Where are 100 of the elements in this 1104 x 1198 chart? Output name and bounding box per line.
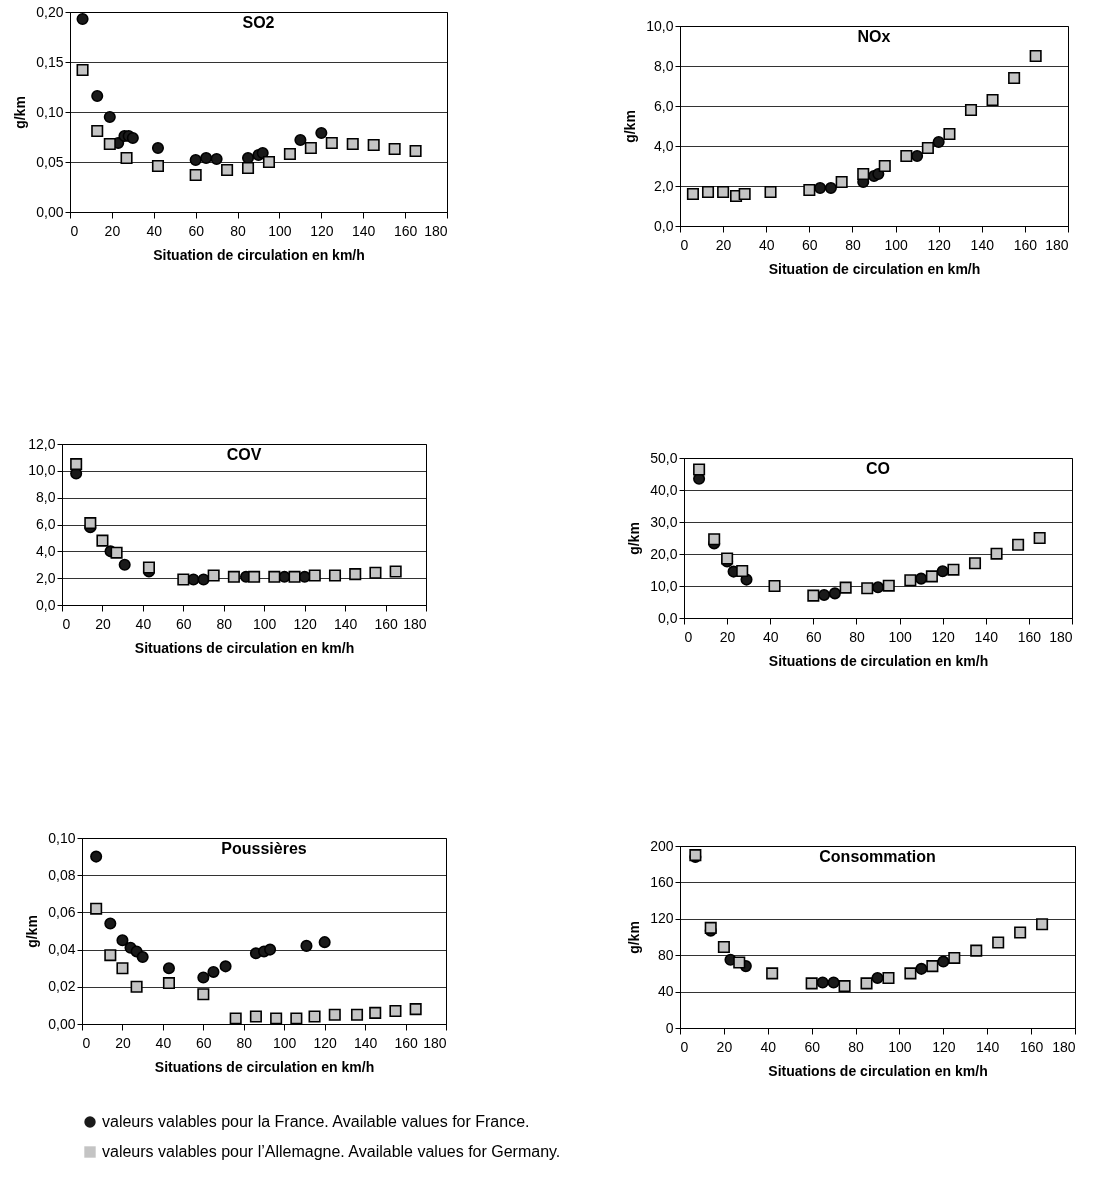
y-tick-label: 0,02 xyxy=(48,978,76,995)
y-tick-label: 0,10 xyxy=(48,829,76,846)
x-tick-label: 20 xyxy=(95,615,111,632)
x-tick-label: 40 xyxy=(758,236,775,253)
x-tick-label: 120 xyxy=(310,222,334,239)
y-tick-label: 0,0 xyxy=(658,609,678,626)
x-tick-label: 180 xyxy=(423,1034,447,1051)
x-tick-label: 180 xyxy=(1052,1038,1076,1055)
x-tick-label: 0 xyxy=(684,628,693,645)
y-tick-label: 0,06 xyxy=(48,903,76,920)
x-axis-title: Situations de circulation en km/h xyxy=(768,1062,988,1079)
x-tick-label: 160 xyxy=(394,1034,418,1051)
x-tick-label: 120 xyxy=(927,236,952,253)
y-axis-title: g/km xyxy=(622,110,639,143)
chart-title: Consommation xyxy=(819,848,936,865)
y-tick-label: 0 xyxy=(665,1019,674,1036)
y-tick-label: 2,0 xyxy=(654,177,674,194)
chart-title: Poussières xyxy=(221,840,307,857)
x-axis-title: Situations de circulation en km/h xyxy=(134,639,355,656)
x-tick-label: 20 xyxy=(715,236,732,253)
x-tick-label: 160 xyxy=(374,615,398,632)
x-tick-label: 20 xyxy=(719,628,736,645)
x-tick-label: 100 xyxy=(268,222,292,239)
x-tick-label: 180 xyxy=(1049,628,1073,645)
x-tick-label: 100 xyxy=(884,236,908,253)
x-axis-title: Situation de circulation en km/h xyxy=(768,260,981,277)
chart-title: SO2 xyxy=(242,14,275,31)
x-tick-label: 40 xyxy=(762,628,779,645)
y-tick-label: 200 xyxy=(650,837,674,854)
x-tick-label: 140 xyxy=(333,615,358,632)
y-tick-label: 8,0 xyxy=(36,489,56,506)
x-tick-label: 20 xyxy=(104,222,121,239)
x-tick-label: 120 xyxy=(293,615,318,632)
x-tick-label: 20 xyxy=(716,1038,733,1055)
x-tick-label: 160 xyxy=(393,222,418,239)
x-tick-label: 180 xyxy=(403,615,427,632)
x-tick-label: 120 xyxy=(931,628,956,645)
y-tick-label: 0,10 xyxy=(36,103,64,120)
y-tick-label: 160 xyxy=(650,873,674,890)
x-tick-label: 0 xyxy=(680,236,689,253)
x-tick-label: 60 xyxy=(804,1038,821,1055)
y-tick-label: 0,15 xyxy=(36,53,64,70)
x-tick-label: 140 xyxy=(976,1038,1000,1055)
x-tick-label: 100 xyxy=(888,1038,912,1055)
x-tick-label: 80 xyxy=(848,1038,865,1055)
x-tick-label: 60 xyxy=(806,628,822,645)
x-tick-label: 140 xyxy=(970,236,995,253)
y-axis-title: g/km xyxy=(626,921,643,954)
y-axis-title: g/km xyxy=(626,522,643,555)
x-tick-label: 120 xyxy=(932,1038,956,1055)
x-tick-label: 80 xyxy=(216,615,233,632)
x-tick-label: 60 xyxy=(176,615,192,632)
x-tick-label: 40 xyxy=(760,1038,777,1055)
x-tick-label: 80 xyxy=(236,1034,253,1051)
x-tick-label: 80 xyxy=(845,236,861,253)
x-tick-label: 160 xyxy=(1019,1038,1044,1055)
x-tick-label: 100 xyxy=(253,615,277,632)
x-tick-label: 160 xyxy=(1017,628,1042,645)
y-axis-title: g/km xyxy=(12,96,29,129)
y-tick-label: 50,0 xyxy=(650,449,678,466)
y-tick-label: 30,0 xyxy=(650,513,678,530)
x-axis-title: Situations de circulation en km/h xyxy=(154,1058,375,1075)
y-tick-label: 10,0 xyxy=(650,577,678,594)
y-tick-label: 0,00 xyxy=(48,1015,76,1032)
y-tick-label: 4,0 xyxy=(36,542,56,559)
y-tick-label: 0,20 xyxy=(36,3,64,20)
y-tick-label: 0,0 xyxy=(654,217,674,234)
chart-title: COV xyxy=(226,446,262,463)
x-tick-label: 40 xyxy=(135,615,152,632)
x-tick-label: 140 xyxy=(974,628,999,645)
x-tick-label: 80 xyxy=(230,222,247,239)
chart-title: NOx xyxy=(857,28,891,45)
x-tick-label: 140 xyxy=(353,1034,378,1051)
y-tick-label: 0,00 xyxy=(36,203,64,220)
y-tick-label: 0,05 xyxy=(36,153,64,170)
x-tick-label: 0 xyxy=(680,1038,689,1055)
y-tick-label: 0,08 xyxy=(48,866,76,883)
y-tick-label: 4,0 xyxy=(654,137,674,154)
y-tick-label: 0,04 xyxy=(48,941,76,958)
y-axis-title: g/km xyxy=(24,915,41,948)
x-tick-label: 60 xyxy=(802,236,818,253)
y-tick-label: 6,0 xyxy=(654,97,674,114)
x-tick-label: 160 xyxy=(1013,236,1038,253)
y-tick-label: 10,0 xyxy=(28,462,56,479)
x-tick-label: 100 xyxy=(888,628,912,645)
x-tick-label: 120 xyxy=(313,1034,338,1051)
legend-label: valeurs valables pour la France. Available values for France. xyxy=(102,1113,530,1130)
x-tick-label: 80 xyxy=(849,628,865,645)
x-tick-label: 40 xyxy=(146,222,163,239)
x-tick-label: 180 xyxy=(424,222,448,239)
y-tick-label: 20,0 xyxy=(650,545,678,562)
x-tick-label: 100 xyxy=(273,1034,297,1051)
x-tick-label: 60 xyxy=(196,1034,212,1051)
chart-title: CO xyxy=(866,460,890,477)
x-tick-label: 20 xyxy=(115,1034,131,1051)
y-tick-label: 8,0 xyxy=(654,57,674,74)
x-tick-label: 0 xyxy=(82,1034,91,1051)
y-tick-label: 120 xyxy=(650,910,674,927)
y-tick-label: 6,0 xyxy=(36,516,56,532)
y-tick-label: 40 xyxy=(657,983,674,1000)
